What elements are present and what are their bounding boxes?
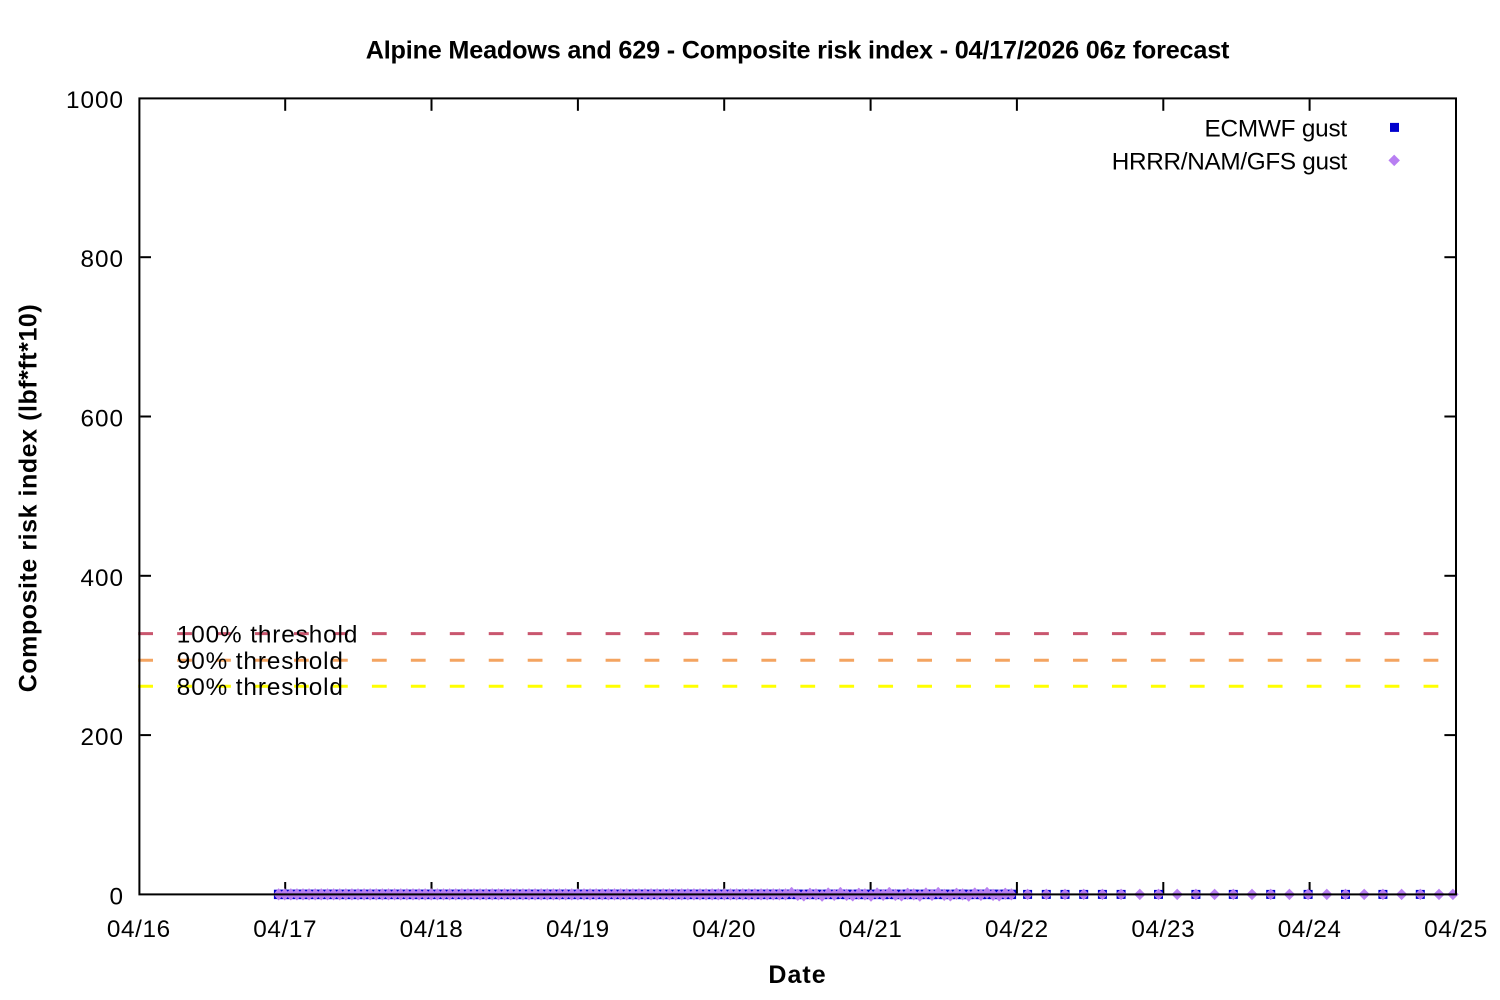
svg-text:04/16: 04/16 — [107, 916, 171, 943]
svg-text:0: 0 — [109, 883, 124, 910]
svg-text:04/20: 04/20 — [692, 916, 756, 943]
svg-text:ECMWF gust: ECMWF gust — [1205, 115, 1348, 142]
svg-text:90% threshold: 90% threshold — [177, 648, 344, 675]
svg-text:04/25: 04/25 — [1424, 916, 1488, 943]
svg-text:HRRR/NAM/GFS gust: HRRR/NAM/GFS gust — [1112, 148, 1348, 175]
svg-text:04/18: 04/18 — [400, 916, 464, 943]
svg-text:200: 200 — [80, 724, 124, 751]
svg-text:Composite risk index (lbf*ft*1: Composite risk index (lbf*ft*10) — [15, 304, 43, 693]
svg-text:04/24: 04/24 — [1278, 916, 1342, 943]
svg-text:04/22: 04/22 — [985, 916, 1049, 943]
svg-text:04/21: 04/21 — [839, 916, 903, 943]
svg-text:04/23: 04/23 — [1131, 916, 1195, 943]
svg-text:800: 800 — [80, 246, 124, 273]
svg-text:04/17: 04/17 — [253, 916, 317, 943]
svg-text:Date: Date — [768, 961, 826, 989]
svg-text:80% threshold: 80% threshold — [177, 674, 344, 701]
svg-text:400: 400 — [80, 565, 124, 592]
svg-text:1000: 1000 — [66, 87, 124, 114]
svg-text:600: 600 — [80, 406, 124, 433]
svg-text:100% threshold: 100% threshold — [177, 622, 358, 649]
svg-text:04/19: 04/19 — [546, 916, 610, 943]
svg-text:Alpine Meadows and 629 - Compo: Alpine Meadows and 629 - Composite risk … — [366, 37, 1230, 65]
